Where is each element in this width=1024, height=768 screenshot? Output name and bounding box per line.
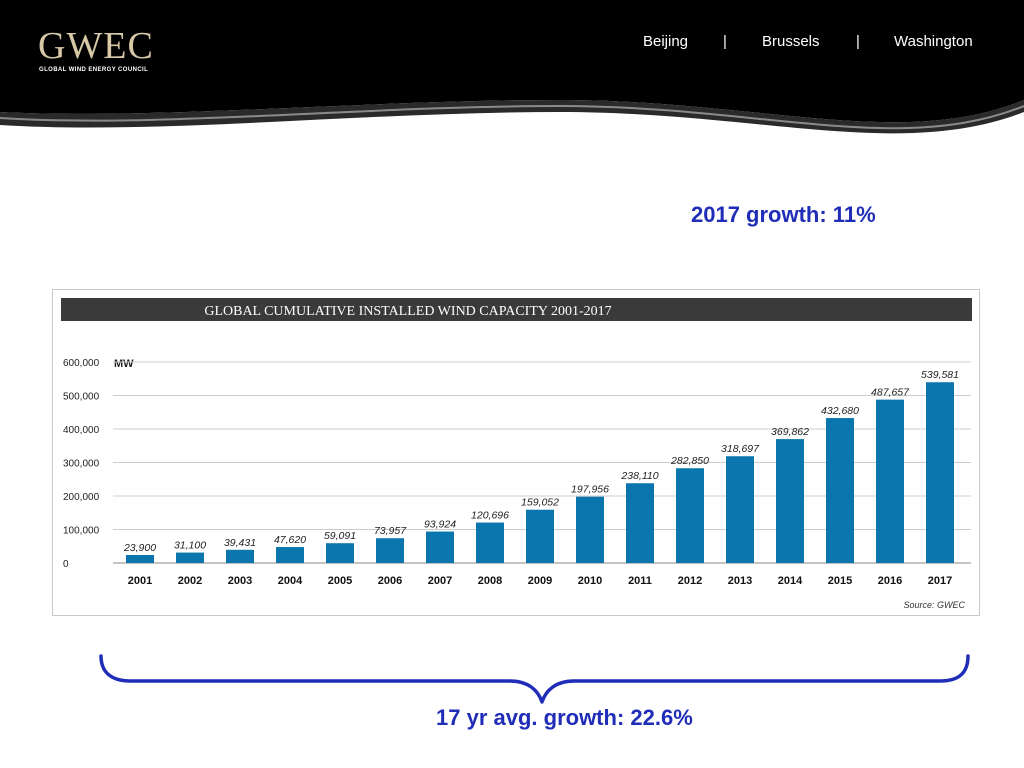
value-label: 369,862 [771, 426, 809, 438]
bar-2011 [626, 483, 654, 563]
bar-2003 [226, 549, 254, 563]
y-tick-label: 0 [63, 559, 69, 570]
chart-frame: GLOBAL CUMULATIVE INSTALLED WIND CAPACIT… [52, 289, 980, 616]
x-tick-label: 2011 [628, 575, 652, 587]
value-label: 282,850 [670, 455, 709, 467]
x-tick-label: 2004 [278, 575, 303, 587]
x-tick-label: 2008 [478, 575, 502, 587]
bar-2008 [476, 522, 504, 563]
value-label: 39,431 [224, 537, 256, 549]
value-label: 23,900 [123, 542, 156, 554]
value-label: 487,657 [871, 387, 910, 399]
value-label: 120,696 [471, 510, 509, 522]
city-washington: Washington [894, 33, 973, 50]
x-tick-label: 2005 [328, 575, 352, 587]
growth-2017-label: 2017 growth: 11% [691, 202, 876, 227]
chart-source: Source: GWEC [903, 600, 965, 610]
value-label: 59,091 [324, 530, 356, 542]
value-label: 197,956 [571, 484, 609, 496]
y-tick-label: 300,000 [63, 459, 100, 470]
x-tick-label: 2003 [228, 575, 252, 587]
value-label: 432,680 [821, 405, 859, 417]
y-tick-label: 100,000 [63, 526, 100, 537]
capacity-chart: GLOBAL CUMULATIVE INSTALLED WIND CAPACIT… [61, 298, 972, 610]
y-tick-label: 400,000 [63, 425, 100, 436]
x-tick-label: 2006 [378, 575, 402, 587]
x-tick-label: 2014 [778, 575, 803, 587]
value-label: 73,957 [374, 525, 407, 537]
bar-2005 [326, 543, 354, 563]
nav-separator-2: | [856, 33, 860, 50]
x-tick-label: 2010 [578, 575, 602, 587]
x-tick-label: 2009 [528, 575, 552, 587]
bar-2009 [526, 509, 554, 563]
x-tick-label: 2015 [828, 575, 852, 587]
y-tick-label: 500,000 [63, 392, 100, 403]
y-tick-label: 600,000 [63, 358, 100, 369]
value-labels: 23,900 31,100 39,431 47,620 59,091 73,957 93,9… [123, 369, 959, 554]
bar-2016 [876, 399, 904, 563]
x-tick-label: 2012 [678, 575, 702, 587]
bars [126, 382, 954, 563]
value-label: 31,100 [174, 540, 206, 552]
bar-2004 [276, 547, 304, 563]
city-beijing: Beijing [643, 33, 689, 50]
value-label: 238,110 [620, 470, 658, 482]
y-tick-label: 200,000 [63, 492, 100, 503]
bar-2007 [426, 531, 454, 563]
bar-2002 [176, 552, 204, 563]
x-tick-label: 2017 [928, 575, 952, 587]
y-axis-ticks: 0 100,000 200,000 300,000 400,000 500,000 600,… [63, 358, 100, 570]
value-label: 318,697 [721, 443, 760, 455]
value-label: 47,620 [274, 534, 306, 546]
value-label: 159,052 [521, 497, 559, 509]
value-label: 539,581 [921, 369, 959, 381]
value-label: 93,924 [424, 519, 456, 531]
bar-2012 [676, 468, 704, 563]
chart-title-bar [61, 298, 972, 321]
x-axis-labels: 2001 2002 2003 2004 2005 2006 2007 2008 2009 2010… [128, 575, 952, 587]
x-tick-label: 2001 [128, 575, 152, 587]
chart-title: GLOBAL CUMULATIVE INSTALLED WIND CAPACIT… [204, 304, 611, 319]
avg-growth-label: 17 yr avg. growth: 22.6% [436, 705, 693, 730]
bar-2010 [576, 496, 604, 563]
bar-2017 [926, 382, 954, 563]
x-tick-label: 2016 [878, 575, 902, 587]
header-banner [0, 0, 1024, 134]
bar-2013 [726, 456, 754, 563]
bar-2001 [126, 554, 154, 563]
y-axis-unit: MW [114, 358, 134, 370]
x-tick-label: 2002 [178, 575, 202, 587]
gwec-logo-subtitle: GLOBAL WIND ENERGY COUNCIL [39, 67, 149, 73]
bar-2014 [776, 439, 804, 563]
gwec-logo: GWEC [38, 25, 154, 67]
x-tick-label: 2007 [428, 575, 452, 587]
x-tick-label: 2013 [728, 575, 752, 587]
nav-separator-1: | [723, 33, 727, 50]
bar-2015 [826, 418, 854, 563]
city-brussels: Brussels [762, 33, 820, 50]
bar-2006 [376, 538, 404, 563]
